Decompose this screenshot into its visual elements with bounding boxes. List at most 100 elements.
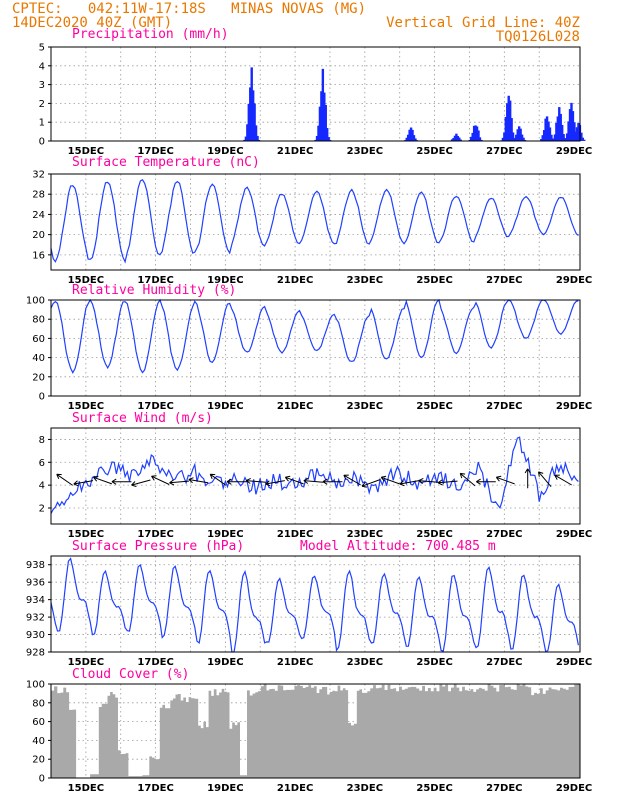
y-tick-label: 934 — [26, 595, 45, 606]
precip-bar — [468, 139, 471, 141]
temperature-line — [50, 179, 579, 264]
x-tick-label: 27DEC — [486, 401, 522, 412]
y-tick-label: 4 — [39, 61, 45, 72]
wind-arrow — [437, 479, 458, 486]
precip-bar — [405, 137, 408, 141]
x-tick-label: 21DEC — [277, 146, 313, 157]
panel-frame — [50, 427, 581, 525]
precip-bar — [257, 139, 261, 141]
precip-bar — [550, 134, 553, 141]
x-tick-label: 27DEC — [486, 657, 522, 668]
panel-title: Precipitation (mm/h) — [72, 27, 229, 42]
y-tick-label: 32 — [32, 170, 45, 181]
x-tick-label: 29DEC — [556, 146, 592, 157]
precip-bar — [411, 129, 414, 141]
panel-cloud-cover: 0 20 40 60 80 100 15DEC 17DEC 19DEC 21DEC 23DEC 25D… — [26, 667, 592, 794]
x-tick-label: 29DEC — [556, 657, 592, 668]
y-tick-label: 8 — [39, 435, 45, 446]
wind-arrow — [538, 471, 552, 488]
x-tick-label: 21DEC — [277, 783, 313, 794]
panel-pressure: 928 930 932 934 936 938 15DEC 17DEC 19DEC 21DEC 23… — [26, 539, 592, 668]
precip-bar — [328, 139, 332, 141]
x-tick-label: 23DEC — [347, 657, 383, 668]
y-tick-label: 4 — [39, 481, 45, 492]
x-tick-label: 17DEC — [137, 401, 173, 412]
x-tick-label: 15DEC — [68, 529, 104, 540]
y-tick-label: 100 — [26, 296, 45, 307]
panel-frame — [50, 173, 581, 271]
precip-bar — [556, 116, 560, 141]
precip-bar — [477, 130, 480, 141]
wind-arrow — [459, 472, 476, 487]
y-tick-label: 928 — [26, 648, 45, 659]
x-tick-label: 19DEC — [207, 657, 243, 668]
precip-bar — [408, 129, 411, 141]
precip-bar — [450, 139, 454, 141]
x-tick-label: 15DEC — [68, 657, 104, 668]
wind-arrow — [169, 479, 189, 486]
y-tick-label: 24 — [32, 210, 45, 221]
panel-frame — [50, 46, 581, 142]
header-location: CPTEC: 042:11W-17:18S MINAS NOVAS (MG) — [12, 1, 366, 17]
header-date: 14DEC2020 40Z (GMT) — [12, 15, 172, 31]
x-tick-label: 25DEC — [416, 783, 452, 794]
precip-bar — [317, 125, 320, 141]
precip-bar — [254, 125, 258, 141]
y-tick-label: 3 — [39, 80, 45, 91]
precip-bar — [542, 130, 546, 141]
wind-arrow — [476, 478, 496, 485]
precip-bar — [501, 137, 505, 141]
precip-bar — [545, 116, 549, 141]
x-tick-label: 25DEC — [416, 529, 452, 540]
wind-arrow — [131, 479, 151, 487]
precip-bar — [414, 138, 417, 141]
panel-group: 0 1 2 3 4 5 15DEC 17DEC 19DEC 21DEC 23DEC 25DEC 27DE… — [26, 27, 592, 794]
wind-arrow — [93, 475, 113, 485]
precip-bar — [571, 139, 574, 141]
wind-arrow — [524, 468, 531, 489]
x-tick-label: 21DEC — [277, 529, 313, 540]
wind-arrow — [322, 478, 343, 485]
y-tick-label: 20 — [32, 230, 45, 241]
x-tick-label: 15DEC — [68, 275, 104, 286]
y-tick-label: 5 — [39, 43, 45, 54]
precip-bar — [253, 103, 256, 141]
x-tick-label: 29DEC — [556, 783, 592, 794]
header-model-code: TQ0126L028 — [496, 29, 580, 45]
x-tick-label: 17DEC — [137, 783, 173, 794]
x-tick-label: 23DEC — [347, 275, 383, 286]
x-tick-label: 19DEC — [207, 529, 243, 540]
precip-bar — [562, 134, 565, 141]
precip-bar — [320, 91, 323, 141]
precip-bar — [455, 133, 458, 141]
wind-arrow — [495, 475, 515, 485]
wind-arrow — [380, 475, 400, 485]
precip-bar — [459, 139, 462, 141]
x-tick-label: 25DEC — [416, 275, 452, 286]
panel-frame — [50, 299, 581, 397]
precip-bar — [517, 126, 521, 141]
x-tick-label: 27DEC — [486, 783, 522, 794]
precip-bar — [560, 124, 564, 141]
x-tick-label: 29DEC — [556, 275, 592, 286]
precip-bar — [249, 87, 252, 141]
y-tick-label: 28 — [32, 190, 45, 201]
wind-arrow — [209, 473, 227, 486]
y-tick-label: 0 — [39, 137, 45, 148]
header-grid-line: Vertical Grid Line: 40Z — [386, 15, 580, 31]
precip-bar — [541, 135, 544, 141]
x-tick-label: 27DEC — [486, 146, 522, 157]
x-tick-label: 15DEC — [68, 401, 104, 412]
precip-bar — [472, 125, 476, 141]
precip-bar — [580, 132, 583, 141]
precip-bar — [571, 111, 575, 141]
y-tick-label: 2 — [39, 99, 45, 110]
x-tick-label: 17DEC — [137, 529, 173, 540]
precip-bar — [565, 133, 569, 141]
precip-bar — [504, 117, 508, 141]
x-tick-label: 19DEC — [207, 146, 243, 157]
panel-wind: 2 4 6 8 15DEC 17DEC 19DEC 21DEC 23DEC 25DEC 27DEC 2… — [39, 411, 593, 540]
panel-temperature: 16 20 24 28 32 15DEC 17DEC 19DEC 21DEC 23DEC 25DEC… — [32, 155, 592, 286]
panel-humidity: 0 20 40 60 80 100 15DEC 17DEC 19DEC 21DEC 23DEC 25D… — [26, 283, 592, 412]
panel-frame — [50, 555, 581, 653]
